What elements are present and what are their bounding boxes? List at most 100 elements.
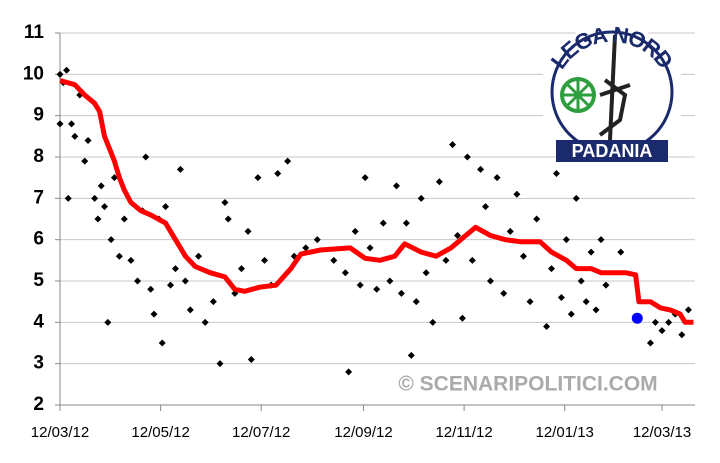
- poll-point: [224, 215, 232, 223]
- poll-point: [216, 360, 224, 368]
- x-tick-label: 12/03/12: [31, 424, 89, 441]
- y-tick-label: 3: [33, 353, 44, 374]
- x-tick-label: 12/03/13: [633, 424, 691, 441]
- poll-point: [684, 306, 692, 314]
- poll-point: [147, 285, 155, 293]
- poll-point: [134, 277, 142, 285]
- poll-point: [526, 298, 534, 306]
- y-tick-label: 4: [33, 311, 44, 332]
- poll-point: [68, 120, 76, 128]
- poll-point: [429, 318, 437, 326]
- poll-point: [417, 194, 425, 202]
- trend-line: [59, 78, 694, 325]
- poll-point: [486, 277, 494, 285]
- poll-point: [366, 244, 374, 252]
- logo-emblem-rays: [564, 81, 592, 109]
- poll-point: [577, 277, 585, 285]
- poll-point: [442, 256, 450, 264]
- poll-point: [104, 318, 112, 326]
- poll-point: [63, 66, 71, 74]
- poll-point: [244, 227, 252, 235]
- poll-point: [407, 351, 415, 359]
- poll-point: [181, 277, 189, 285]
- poll-point: [341, 269, 349, 277]
- poll-point: [548, 265, 556, 273]
- poll-point: [453, 232, 461, 240]
- highlight-point: [631, 312, 643, 324]
- poll-point: [617, 248, 625, 256]
- poll-point: [572, 194, 580, 202]
- poll-point: [158, 339, 166, 347]
- poll-point: [167, 281, 175, 289]
- poll-point: [678, 331, 686, 339]
- logo-emblem: [560, 77, 596, 113]
- y-tick-label: 6: [33, 229, 44, 250]
- y-tick-label: 9: [33, 105, 44, 126]
- plot: 2 3 4 5 6 7 8 9 10 11 12/03/12 12/05/12 12/07/12 12/0…: [23, 22, 695, 441]
- poll-point: [458, 314, 466, 322]
- poll-point: [500, 289, 508, 297]
- x-tick-label: 12/11/12: [435, 424, 492, 441]
- poll-point: [552, 170, 560, 178]
- poll-point: [247, 356, 255, 364]
- poll-point: [543, 322, 551, 330]
- poll-point: [477, 165, 485, 173]
- poll-point: [237, 265, 245, 273]
- y-tick-label: 5: [33, 270, 44, 291]
- poll-point: [71, 132, 79, 140]
- poll-point: [468, 256, 476, 264]
- poll-point: [351, 227, 359, 235]
- poll-point: [402, 219, 410, 227]
- poll-point: [562, 236, 570, 244]
- poll-point: [274, 170, 282, 178]
- y-tick-label: 7: [33, 187, 44, 208]
- logo-subtitle: PADANIA: [572, 141, 653, 161]
- poll-point: [345, 368, 353, 376]
- poll-point: [412, 298, 420, 306]
- poll-point: [56, 120, 64, 128]
- poll-point: [209, 298, 217, 306]
- poll-point: [142, 153, 150, 161]
- poll-point: [150, 310, 158, 318]
- logo: LEGA NORD PADANIA: [540, 21, 684, 167]
- poll-point: [651, 318, 659, 326]
- poll-point: [81, 157, 89, 165]
- poll-point: [361, 174, 369, 182]
- poll-point: [302, 244, 310, 252]
- x-tick-label: 12/05/12: [131, 424, 189, 441]
- poll-point: [107, 236, 115, 244]
- poll-point: [463, 153, 471, 161]
- poll-point: [587, 248, 595, 256]
- poll-point: [101, 203, 109, 211]
- poll-point: [386, 277, 394, 285]
- poll-point: [533, 215, 541, 223]
- poll-point: [91, 194, 99, 202]
- poll-point: [120, 215, 128, 223]
- poll-point: [127, 256, 135, 264]
- poll-point: [162, 203, 170, 211]
- poll-point: [221, 198, 229, 206]
- x-tick-label: 12/07/12: [232, 424, 290, 441]
- poll-point: [602, 281, 610, 289]
- poll-point: [493, 174, 501, 182]
- poll-point: [422, 269, 430, 277]
- watermark: © SCENARIPOLITICI.COM: [398, 373, 657, 396]
- x-tick-label: 12/01/13: [536, 424, 594, 441]
- poll-point: [201, 318, 209, 326]
- poll-point: [597, 236, 605, 244]
- logo-band: [556, 140, 668, 162]
- poll-point: [97, 182, 105, 190]
- poll-point: [261, 256, 269, 264]
- poll-point: [373, 285, 381, 293]
- poll-point: [435, 178, 443, 186]
- poll-point: [582, 298, 590, 306]
- poll-point: [171, 265, 179, 273]
- poll-point: [397, 289, 405, 297]
- poll-point: [176, 165, 184, 173]
- poll-point: [482, 203, 490, 211]
- poll-point: [284, 157, 292, 165]
- poll-point: [519, 252, 527, 260]
- poll-point: [84, 136, 92, 144]
- poll-point: [392, 182, 400, 190]
